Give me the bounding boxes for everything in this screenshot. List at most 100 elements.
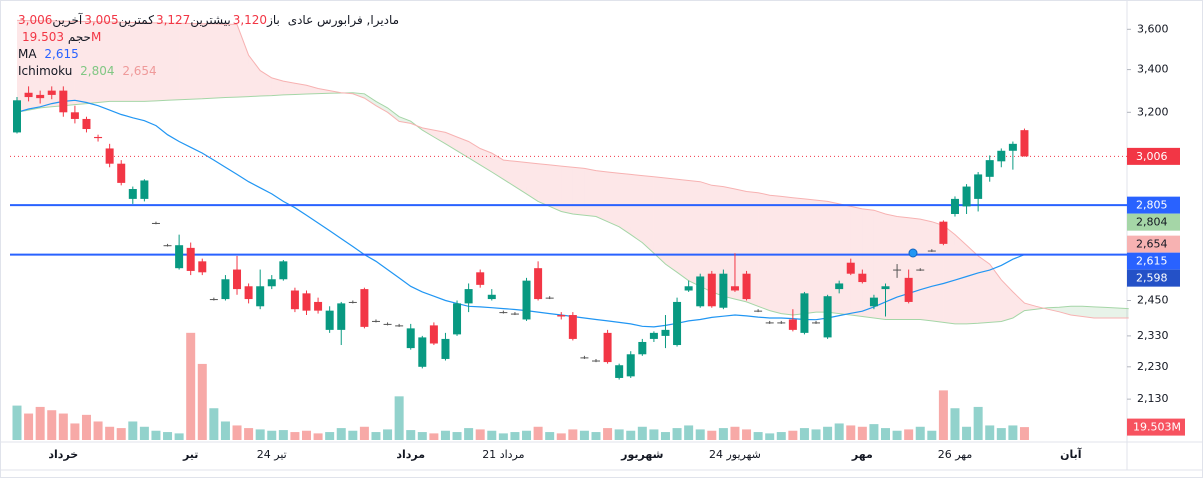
cloud-segment [86, 21, 99, 104]
candle-body [233, 269, 242, 290]
price-label-box [1127, 235, 1180, 253]
cloud-segment [271, 77, 284, 96]
volume-label-box [1127, 418, 1185, 436]
candle-body [186, 247, 195, 271]
volume-bar [857, 426, 867, 440]
volume-bar [313, 433, 323, 440]
candle-body [881, 286, 890, 290]
price-label: 2,598 [1136, 272, 1168, 285]
price-label: 2,804 [1136, 216, 1168, 229]
volume-bar [232, 425, 242, 440]
volume-bar [846, 425, 856, 440]
candle-body [904, 277, 913, 302]
volume-bar [927, 430, 937, 440]
candle-body [24, 92, 33, 98]
candle-body [534, 268, 543, 300]
cloud-segment [1070, 306, 1083, 317]
candle-body [580, 357, 589, 359]
volume-bar [498, 433, 508, 440]
cloud-segment [74, 21, 87, 105]
candle-body [464, 289, 473, 304]
cloud-segment [155, 22, 168, 101]
candle-body [997, 150, 1006, 162]
candle-body [592, 360, 600, 362]
price-label: 2,615 [1136, 255, 1168, 268]
legend-value: 19.503M [22, 30, 102, 44]
volume-bar [359, 426, 369, 440]
x-tick-label: مهر [851, 448, 873, 461]
candle-body [765, 322, 774, 324]
volume-bar [406, 430, 416, 440]
y-tick-label: 2,450 [1137, 294, 1169, 307]
price-label-box [1127, 269, 1180, 287]
volume-bar [24, 413, 34, 440]
candle-body [638, 341, 647, 355]
candle-body [429, 325, 438, 344]
volume-bar [151, 430, 161, 440]
volume-bar [93, 421, 103, 440]
candle-body [788, 319, 797, 330]
cloud-segment [897, 216, 909, 320]
candle-body [371, 320, 380, 322]
volume-bar [753, 432, 763, 440]
candle-body [198, 261, 207, 273]
cloud-segment [1105, 307, 1118, 318]
candle-body [221, 279, 230, 300]
legend-ichimoku-row: Ichimoku 2,804 2,654 [18, 63, 399, 80]
cloud-segment [954, 234, 967, 324]
volume-bar [950, 408, 960, 440]
cloud-segment [294, 83, 307, 95]
volume-bar [962, 426, 972, 440]
candle-body [835, 283, 844, 290]
legend-label: باز [267, 13, 280, 27]
candle-body [568, 315, 577, 339]
price-label-box [1127, 196, 1180, 214]
cloud-segment [132, 22, 145, 102]
x-tick-label: آبان [1060, 447, 1082, 461]
cloud-segment [978, 255, 990, 324]
volume-bar [522, 430, 532, 440]
volume-bar [892, 430, 902, 440]
volume-bar [371, 432, 381, 440]
cloud-segment [596, 170, 608, 222]
cloud-segment [781, 196, 793, 316]
volume-bar [81, 414, 91, 440]
volume-bar [209, 408, 219, 440]
candle-body [82, 118, 91, 130]
cloud-segment [17, 20, 29, 113]
candle-body [117, 163, 126, 183]
candle-body [510, 313, 519, 315]
candle-body [487, 294, 496, 300]
volume-bar [869, 424, 879, 440]
x-tick-label: 26 مهر [938, 448, 973, 461]
volume-bar [220, 421, 230, 440]
cloud-segment [190, 23, 203, 100]
cloud-segment [1082, 306, 1094, 318]
volume-bar [139, 426, 149, 440]
volume-bar [290, 432, 300, 440]
volume-bar [278, 430, 288, 440]
price-label-box [1127, 213, 1180, 231]
candle-body [406, 328, 415, 349]
volume-bar [429, 433, 439, 440]
cloud-segment [700, 181, 712, 292]
volume-bar [904, 429, 914, 440]
volume-bar [348, 430, 358, 440]
cloud-segment [51, 20, 64, 107]
candle-body [777, 322, 786, 324]
candle-body [661, 329, 670, 336]
cloud-segment [607, 172, 620, 227]
cloud-segment [28, 20, 41, 111]
cloud-segment [873, 210, 886, 320]
y-tick-label: 2,330 [1137, 329, 1169, 342]
volume-bar [649, 429, 659, 440]
cloud-segment [387, 107, 400, 122]
candle-body [453, 303, 462, 335]
volume-bar [568, 429, 578, 440]
y-tick-label: 3,400 [1137, 63, 1169, 76]
candle-body [441, 338, 450, 359]
cloud-segment [839, 203, 851, 316]
cloud-segment [711, 185, 724, 297]
volume-bar [452, 432, 462, 440]
candle-body [673, 301, 682, 346]
